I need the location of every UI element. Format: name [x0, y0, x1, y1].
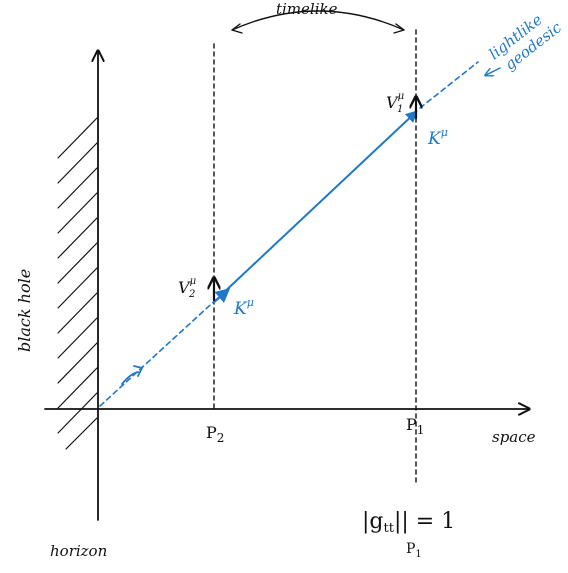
- p1-label: P1: [406, 415, 424, 437]
- horizon-label: horizon: [50, 542, 107, 560]
- k-vector-p2: [212, 288, 231, 304]
- space-label: space: [492, 428, 536, 446]
- velocity-1-label: Vμ 1: [386, 91, 404, 115]
- k-vector-1-label: Kμ: [427, 126, 448, 149]
- timelike-arrow: [231, 10, 405, 31]
- lightlike-label: lightlike geodesic: [485, 10, 565, 73]
- p2-label: P2: [206, 423, 224, 445]
- geodesic-dashed-upper: [419, 61, 479, 109]
- norm-equation: |gtt|| = 1 P1: [362, 509, 455, 560]
- timelike-arrow-right-head: [393, 23, 405, 34]
- timelike-label: timelike: [276, 0, 338, 18]
- timelike-arrow-left-head: [231, 23, 243, 34]
- norm-expression: |gtt|| = 1: [362, 509, 455, 536]
- horizon-hatching: [57, 117, 98, 450]
- geodesic-dashed-lower: [99, 295, 221, 407]
- velocity-2-label: Vμ 2: [178, 276, 196, 300]
- geodesic-direction-marker: [121, 365, 144, 385]
- k-vector-2-label: Kμ: [233, 296, 254, 319]
- norm-eval-point: P1: [406, 541, 422, 560]
- lightlike-pointer: [486, 67, 501, 75]
- black-hole-label: black hole: [15, 269, 34, 352]
- k-vector-main: [219, 110, 418, 297]
